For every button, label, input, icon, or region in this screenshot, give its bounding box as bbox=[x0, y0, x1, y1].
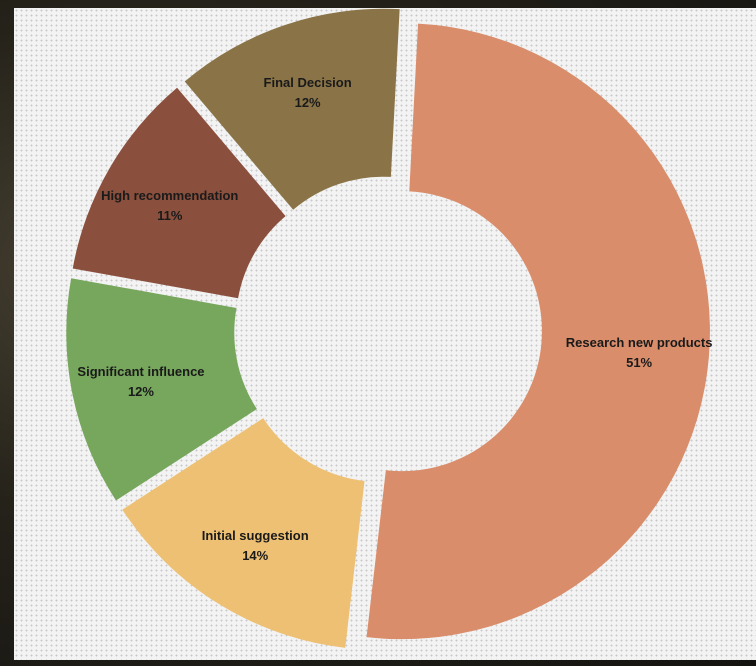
donut-slice-high-recommendation bbox=[72, 87, 286, 299]
slice-percent-label: 12% bbox=[295, 95, 321, 110]
slice-percent-label: 51% bbox=[626, 355, 652, 370]
slice-name-label: Research new products bbox=[566, 335, 713, 350]
slice-name-label: Significant influence bbox=[77, 364, 204, 379]
slice-percent-label: 11% bbox=[157, 208, 183, 223]
donut-slice-significant-influence bbox=[66, 278, 257, 501]
slice-name-label: Final Decision bbox=[264, 75, 352, 90]
slice-name-label: Initial suggestion bbox=[202, 528, 309, 543]
donut-slice-final-decision bbox=[184, 8, 400, 210]
donut-slice-initial-suggestion bbox=[122, 418, 365, 648]
slice-percent-label: 12% bbox=[128, 384, 154, 399]
slice-name-label: High recommendation bbox=[101, 188, 238, 203]
donut-slice-research-new-products bbox=[366, 23, 710, 640]
slice-percent-label: 14% bbox=[242, 548, 268, 563]
